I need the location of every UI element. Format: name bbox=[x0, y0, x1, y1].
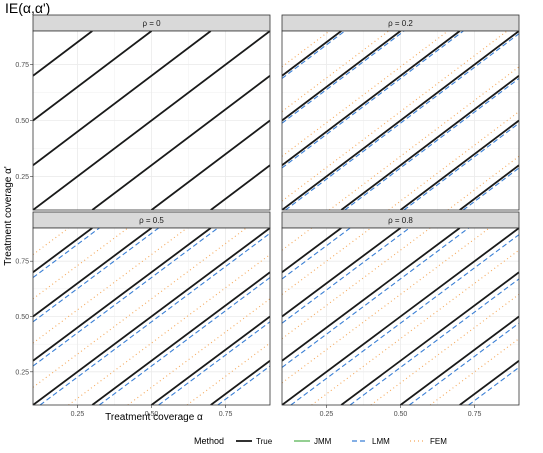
x-tick-label: 0.25 bbox=[71, 411, 85, 418]
series-line-true bbox=[210, 360, 270, 405]
legend-title: Method bbox=[194, 436, 224, 446]
panel-2: ρ = 0.2 bbox=[281, 14, 520, 211]
series-line-fem bbox=[33, 228, 188, 344]
series-line-lmm bbox=[282, 228, 410, 324]
series-line-lmm bbox=[282, 228, 351, 280]
series-line-true bbox=[340, 75, 519, 210]
series-line-true bbox=[210, 164, 270, 210]
series-line-lmm bbox=[403, 122, 519, 210]
series-line-true bbox=[150, 315, 270, 405]
series-line-fem bbox=[447, 155, 519, 210]
x-tick-label: 0.75 bbox=[219, 411, 233, 418]
series-line-true bbox=[33, 228, 93, 273]
series-line-fem bbox=[429, 338, 519, 405]
series-line-lmm bbox=[33, 228, 159, 323]
series-line-lmm bbox=[344, 77, 519, 210]
x-tick-label: 0.50 bbox=[145, 411, 159, 418]
y-tick-label: 0.25 bbox=[15, 174, 29, 181]
series-line-lmm bbox=[462, 167, 519, 210]
panel-label: ρ = 0 bbox=[142, 19, 161, 28]
x-tick-label: 0.75 bbox=[468, 411, 482, 418]
panel-lines bbox=[33, 228, 270, 405]
series-line-lmm bbox=[409, 322, 519, 405]
series-line-lmm bbox=[468, 366, 519, 405]
series-line-lmm bbox=[99, 277, 270, 405]
series-line-true bbox=[33, 31, 212, 166]
panels: ρ = 0 0.25 0.50 0.75 ρ = 0.2 ρ = 0.5 0.25 0.50 0… bbox=[15, 14, 520, 418]
series-line-fem bbox=[127, 298, 270, 405]
series-line-true bbox=[282, 31, 519, 210]
series-line-true bbox=[33, 228, 153, 318]
series-line-lmm bbox=[33, 228, 219, 367]
series-line-true bbox=[33, 228, 212, 362]
legend-item-lmm: LMM bbox=[352, 437, 390, 446]
series-line-true bbox=[340, 271, 519, 405]
series-line-true bbox=[91, 75, 270, 210]
legend-item-fem: FEM bbox=[410, 437, 447, 446]
plot-title: IE(α,α') bbox=[5, 0, 50, 16]
legend-item-jmm: JMM bbox=[294, 437, 332, 446]
series-line-true bbox=[282, 31, 461, 166]
series-line-lmm bbox=[282, 31, 346, 79]
legend-item-true: True bbox=[236, 437, 273, 446]
series-line-lmm bbox=[282, 31, 405, 124]
legend-label: LMM bbox=[372, 437, 390, 446]
series-line-lmm bbox=[282, 228, 469, 368]
panel-lines bbox=[33, 31, 270, 210]
panel-3: ρ = 0.5 0.25 0.50 0.75 0.25 0.50 0.75 bbox=[15, 211, 271, 418]
series-line-fem bbox=[33, 228, 247, 388]
series-line-true bbox=[459, 360, 519, 405]
series-line-true bbox=[282, 228, 402, 318]
panel-4: ρ = 0.8 0.25 0.50 0.75 bbox=[281, 211, 520, 418]
series-line-lmm bbox=[349, 278, 519, 405]
series-line-true bbox=[459, 164, 519, 210]
legend-label: True bbox=[256, 437, 273, 446]
panel-1: ρ = 0 0.25 0.50 0.75 bbox=[15, 14, 271, 211]
series-line-true bbox=[33, 31, 93, 77]
x-tick-label: 0.50 bbox=[394, 411, 408, 418]
series-line-true bbox=[33, 31, 153, 122]
legend-label: FEM bbox=[430, 437, 447, 446]
y-tick-label: 0.75 bbox=[15, 62, 29, 69]
series-line-true bbox=[33, 228, 270, 405]
series-line-true bbox=[399, 315, 519, 405]
y-tick-label: 0.50 bbox=[15, 314, 29, 321]
series-line-true bbox=[282, 228, 342, 273]
series-line-true bbox=[91, 271, 270, 405]
series-line-fem bbox=[370, 293, 519, 405]
y-tick-label: 0.75 bbox=[15, 259, 29, 266]
series-line-lmm bbox=[33, 228, 100, 279]
series-line-true bbox=[33, 31, 270, 210]
panel-lines bbox=[282, 228, 519, 405]
legend: Method True JMM LMM FEM bbox=[194, 436, 447, 446]
series-line-true bbox=[282, 228, 461, 362]
series-line-fem bbox=[282, 228, 372, 295]
series-line-fem bbox=[282, 228, 431, 340]
series-line-true bbox=[399, 119, 519, 210]
panel-label: ρ = 0.2 bbox=[388, 19, 413, 28]
series-line-lmm bbox=[217, 365, 270, 405]
series-line-lmm bbox=[158, 321, 270, 405]
panel-label: ρ = 0.8 bbox=[388, 216, 413, 225]
series-line-lmm bbox=[285, 33, 519, 210]
y-tick-label: 0.50 bbox=[15, 118, 29, 125]
x-tick-label: 0.25 bbox=[320, 411, 334, 418]
series-line-fem bbox=[33, 228, 69, 255]
x-axis-title: Treatment coverage α bbox=[105, 412, 203, 423]
panel-lines bbox=[282, 31, 519, 210]
legend-label: JMM bbox=[314, 437, 332, 446]
series-line-true bbox=[150, 119, 270, 210]
panel-border bbox=[281, 30, 520, 211]
series-line-fem bbox=[388, 111, 519, 210]
y-axis-title: Treatment coverage α' bbox=[3, 166, 14, 266]
y-tick-label: 0.25 bbox=[15, 369, 29, 376]
series-line-lmm bbox=[282, 31, 464, 169]
series-line-true bbox=[282, 31, 402, 122]
series-line-true bbox=[282, 31, 342, 77]
series-line-true bbox=[282, 228, 519, 405]
panel-label: ρ = 0.5 bbox=[139, 216, 164, 225]
